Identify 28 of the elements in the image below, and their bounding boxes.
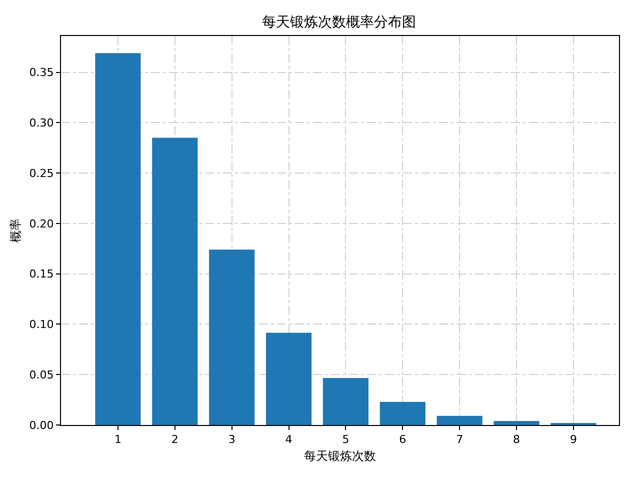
bar [266,332,312,425]
y-tick-label: 0.35 [29,66,54,80]
y-tick-label: 0.00 [29,418,54,432]
y-tick-label: 0.10 [29,318,54,332]
bar [436,416,482,425]
bar [95,53,141,425]
y-tick-label: 0.15 [29,268,54,281]
bar [380,402,426,425]
bar [209,250,255,425]
bar [494,420,540,425]
chart-title: 每天锻炼次数概率分布图 [262,14,416,31]
x-tick-label: 5 [342,433,350,446]
x-tick-label: 2 [171,433,178,446]
x-tick-label: 4 [285,433,292,446]
x-tick-label: 7 [456,433,464,446]
bar [152,138,198,425]
x-axis-title: 每天锻炼次数 [304,449,376,464]
x-tick-label: 8 [513,433,520,446]
bar [322,378,368,425]
y-tick-label: 0.05 [29,368,54,382]
y-tick-label: 0.25 [29,166,54,180]
y-tick-label: 0.20 [29,217,54,230]
x-tick-label: 1 [114,433,122,446]
x-tick-label: 3 [228,433,236,446]
x-tick-label: 6 [399,433,406,446]
y-axis-title: 概率 [8,218,23,242]
y-tick-label: 0.30 [29,116,54,130]
x-tick-label: 9 [570,433,577,446]
